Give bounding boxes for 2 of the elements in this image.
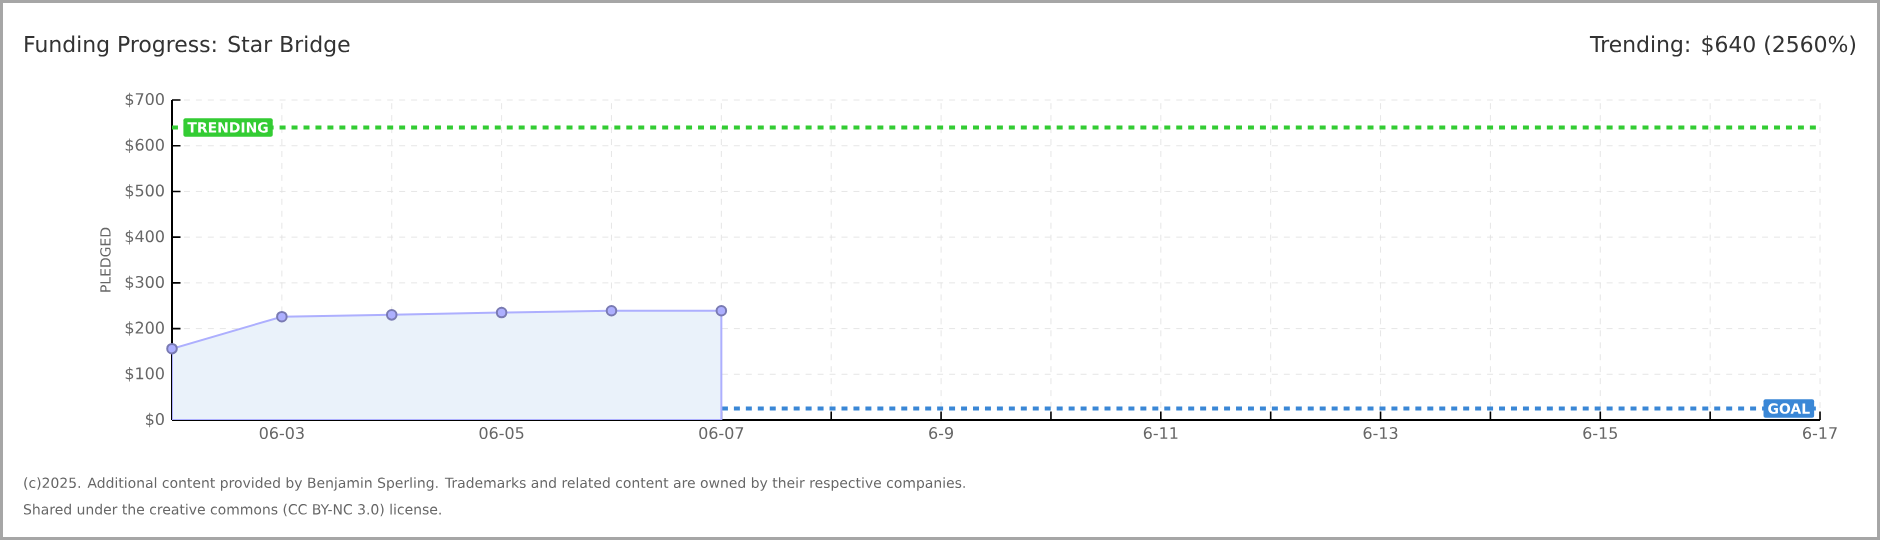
chart-title: Funding Progress: Star Bridge xyxy=(25,35,350,57)
chart-subtitle: Trending: $640 (2560%) xyxy=(1589,35,1856,57)
